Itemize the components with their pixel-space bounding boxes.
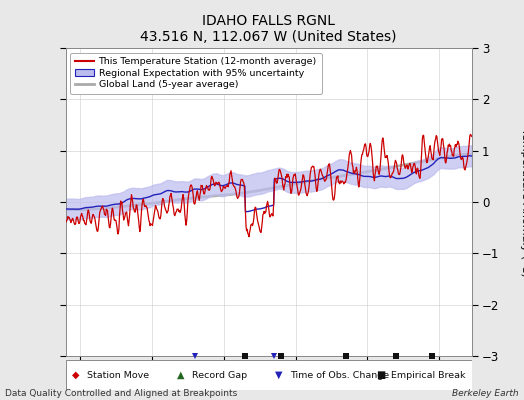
Text: Record Gap: Record Gap — [192, 370, 247, 380]
Text: Data Quality Controlled and Aligned at Breakpoints: Data Quality Controlled and Aligned at B… — [5, 389, 237, 398]
Text: ◆: ◆ — [72, 370, 79, 380]
Text: Time of Obs. Change: Time of Obs. Change — [290, 370, 389, 380]
FancyBboxPatch shape — [66, 360, 472, 390]
Text: ■: ■ — [376, 370, 386, 380]
Y-axis label: Temperature Anomaly (°C): Temperature Anomaly (°C) — [520, 128, 524, 276]
Text: ▼: ▼ — [275, 370, 282, 380]
Legend: This Temperature Station (12-month average), Regional Expectation with 95% uncer: This Temperature Station (12-month avera… — [70, 53, 322, 94]
Text: Empirical Break: Empirical Break — [391, 370, 466, 380]
Text: ▲: ▲ — [177, 370, 184, 380]
Text: Berkeley Earth: Berkeley Earth — [452, 389, 519, 398]
Text: Station Move: Station Move — [86, 370, 149, 380]
Title: IDAHO FALLS RGNL
43.516 N, 112.067 W (United States): IDAHO FALLS RGNL 43.516 N, 112.067 W (Un… — [140, 14, 397, 44]
